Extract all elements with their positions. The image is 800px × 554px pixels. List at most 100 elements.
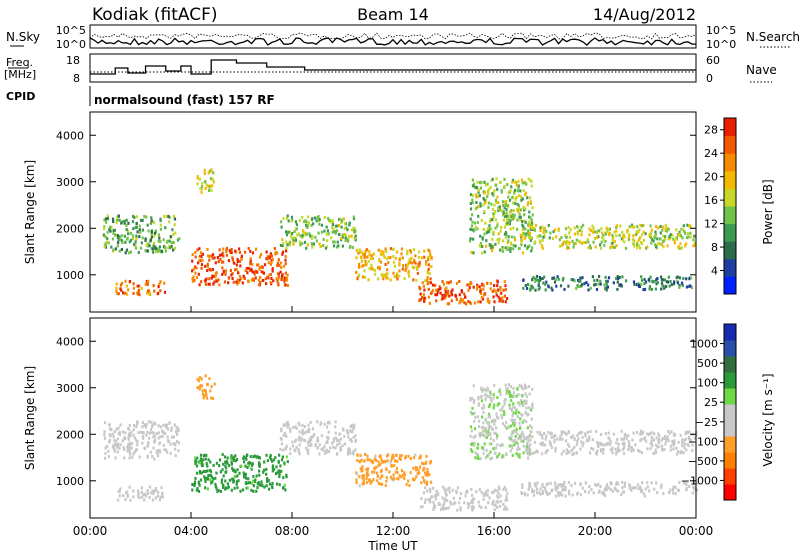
nsky-label: N.Sky bbox=[6, 30, 40, 44]
echo-cell bbox=[526, 196, 529, 200]
echo-cell bbox=[309, 420, 312, 424]
colorbar-swatch bbox=[724, 388, 736, 405]
echo-cell bbox=[201, 258, 204, 262]
echo-cell bbox=[300, 439, 303, 443]
echo-cell bbox=[406, 252, 409, 256]
echo-cell bbox=[285, 233, 289, 237]
echo-cell bbox=[530, 426, 533, 430]
echo-cell bbox=[506, 297, 509, 300]
colorbar-swatch bbox=[724, 258, 736, 277]
echo-cell bbox=[434, 293, 437, 297]
echo-cell bbox=[194, 255, 197, 259]
echo-cell bbox=[609, 443, 612, 447]
echo-cell bbox=[607, 228, 611, 231]
echo-cell bbox=[541, 484, 544, 488]
echo-cell bbox=[512, 418, 515, 422]
echo-cell bbox=[522, 451, 525, 455]
echo-cell bbox=[523, 213, 526, 217]
echo-cell bbox=[298, 435, 301, 439]
echo-cell bbox=[548, 236, 551, 240]
echo-cell bbox=[497, 232, 500, 236]
echo-cell bbox=[680, 281, 684, 285]
echo-cell bbox=[615, 482, 618, 486]
echo-cell bbox=[492, 230, 495, 234]
echo-cell bbox=[355, 478, 358, 482]
echo-cell bbox=[489, 425, 492, 429]
echo-cell bbox=[570, 483, 573, 487]
echo-cell bbox=[471, 412, 474, 416]
echo-cell bbox=[157, 424, 160, 428]
echo-cell bbox=[252, 484, 255, 488]
echo-cell bbox=[636, 483, 640, 487]
echo-cell bbox=[520, 412, 523, 416]
echo-cell bbox=[471, 228, 474, 232]
echo-cell bbox=[486, 297, 489, 301]
echo-cell bbox=[581, 435, 584, 439]
echo-cell bbox=[198, 177, 201, 181]
echo-cell bbox=[486, 421, 489, 425]
echo-cell bbox=[151, 489, 154, 493]
echo-cell bbox=[506, 221, 509, 225]
echo-cell bbox=[465, 491, 468, 494]
echo-cell bbox=[546, 448, 549, 452]
echo-cell bbox=[155, 488, 158, 492]
echo-cell bbox=[487, 425, 490, 429]
echo-cell bbox=[398, 474, 401, 478]
echo-cell bbox=[588, 438, 591, 442]
echo-cell bbox=[210, 168, 213, 172]
echo-cell bbox=[363, 269, 366, 273]
echo-cell bbox=[194, 477, 197, 480]
echo-cell bbox=[204, 480, 207, 483]
echo-region bbox=[115, 279, 167, 297]
echo-cell bbox=[493, 488, 496, 492]
echo-cell bbox=[493, 508, 496, 512]
echo-cell bbox=[252, 474, 255, 478]
echo-cell bbox=[544, 288, 547, 292]
echo-cell bbox=[243, 250, 247, 254]
echo-cell bbox=[241, 281, 244, 285]
echo-cell bbox=[417, 468, 420, 472]
echo-cell bbox=[278, 472, 281, 476]
echo-cell bbox=[280, 274, 283, 278]
echo-cell bbox=[398, 456, 401, 460]
echo-cell bbox=[266, 479, 269, 483]
echo-cell bbox=[518, 215, 521, 219]
echo-region bbox=[469, 383, 534, 461]
echo-cell bbox=[518, 427, 522, 430]
echo-cell bbox=[206, 262, 209, 266]
echo-cell bbox=[664, 228, 667, 231]
colorbar-swatch bbox=[724, 170, 736, 189]
echo-cell bbox=[176, 238, 180, 242]
echo-cell bbox=[486, 454, 489, 458]
echo-cell bbox=[589, 229, 593, 232]
echo-cell bbox=[195, 464, 199, 468]
echo-cell bbox=[561, 437, 564, 441]
echo-cell bbox=[367, 473, 370, 477]
echo-cell bbox=[487, 227, 490, 230]
echo-cell bbox=[553, 280, 557, 284]
echo-cell bbox=[516, 218, 519, 222]
echo-cell bbox=[296, 233, 299, 237]
echo-cell bbox=[163, 281, 166, 285]
echo-cell bbox=[467, 506, 470, 509]
echo-cell bbox=[567, 450, 570, 454]
echo-cell bbox=[445, 493, 448, 497]
echo-cell bbox=[479, 244, 482, 248]
echo-cell bbox=[251, 270, 254, 274]
echo-cell bbox=[578, 229, 581, 232]
echo-cell bbox=[522, 189, 525, 193]
echo-cell bbox=[151, 247, 154, 251]
echo-cell bbox=[219, 470, 222, 474]
echo-cell bbox=[359, 467, 362, 471]
echo-cell bbox=[547, 223, 550, 227]
echo-cell bbox=[657, 439, 660, 443]
echo-cell bbox=[434, 283, 437, 287]
echo-cell bbox=[228, 249, 231, 253]
echo-cell bbox=[546, 482, 549, 486]
echo-cell bbox=[281, 277, 285, 281]
echo-cell bbox=[112, 248, 115, 252]
echo-cell bbox=[349, 244, 352, 248]
echo-cell bbox=[157, 285, 160, 289]
echo-cell bbox=[217, 259, 220, 263]
echo-cell bbox=[382, 277, 385, 281]
